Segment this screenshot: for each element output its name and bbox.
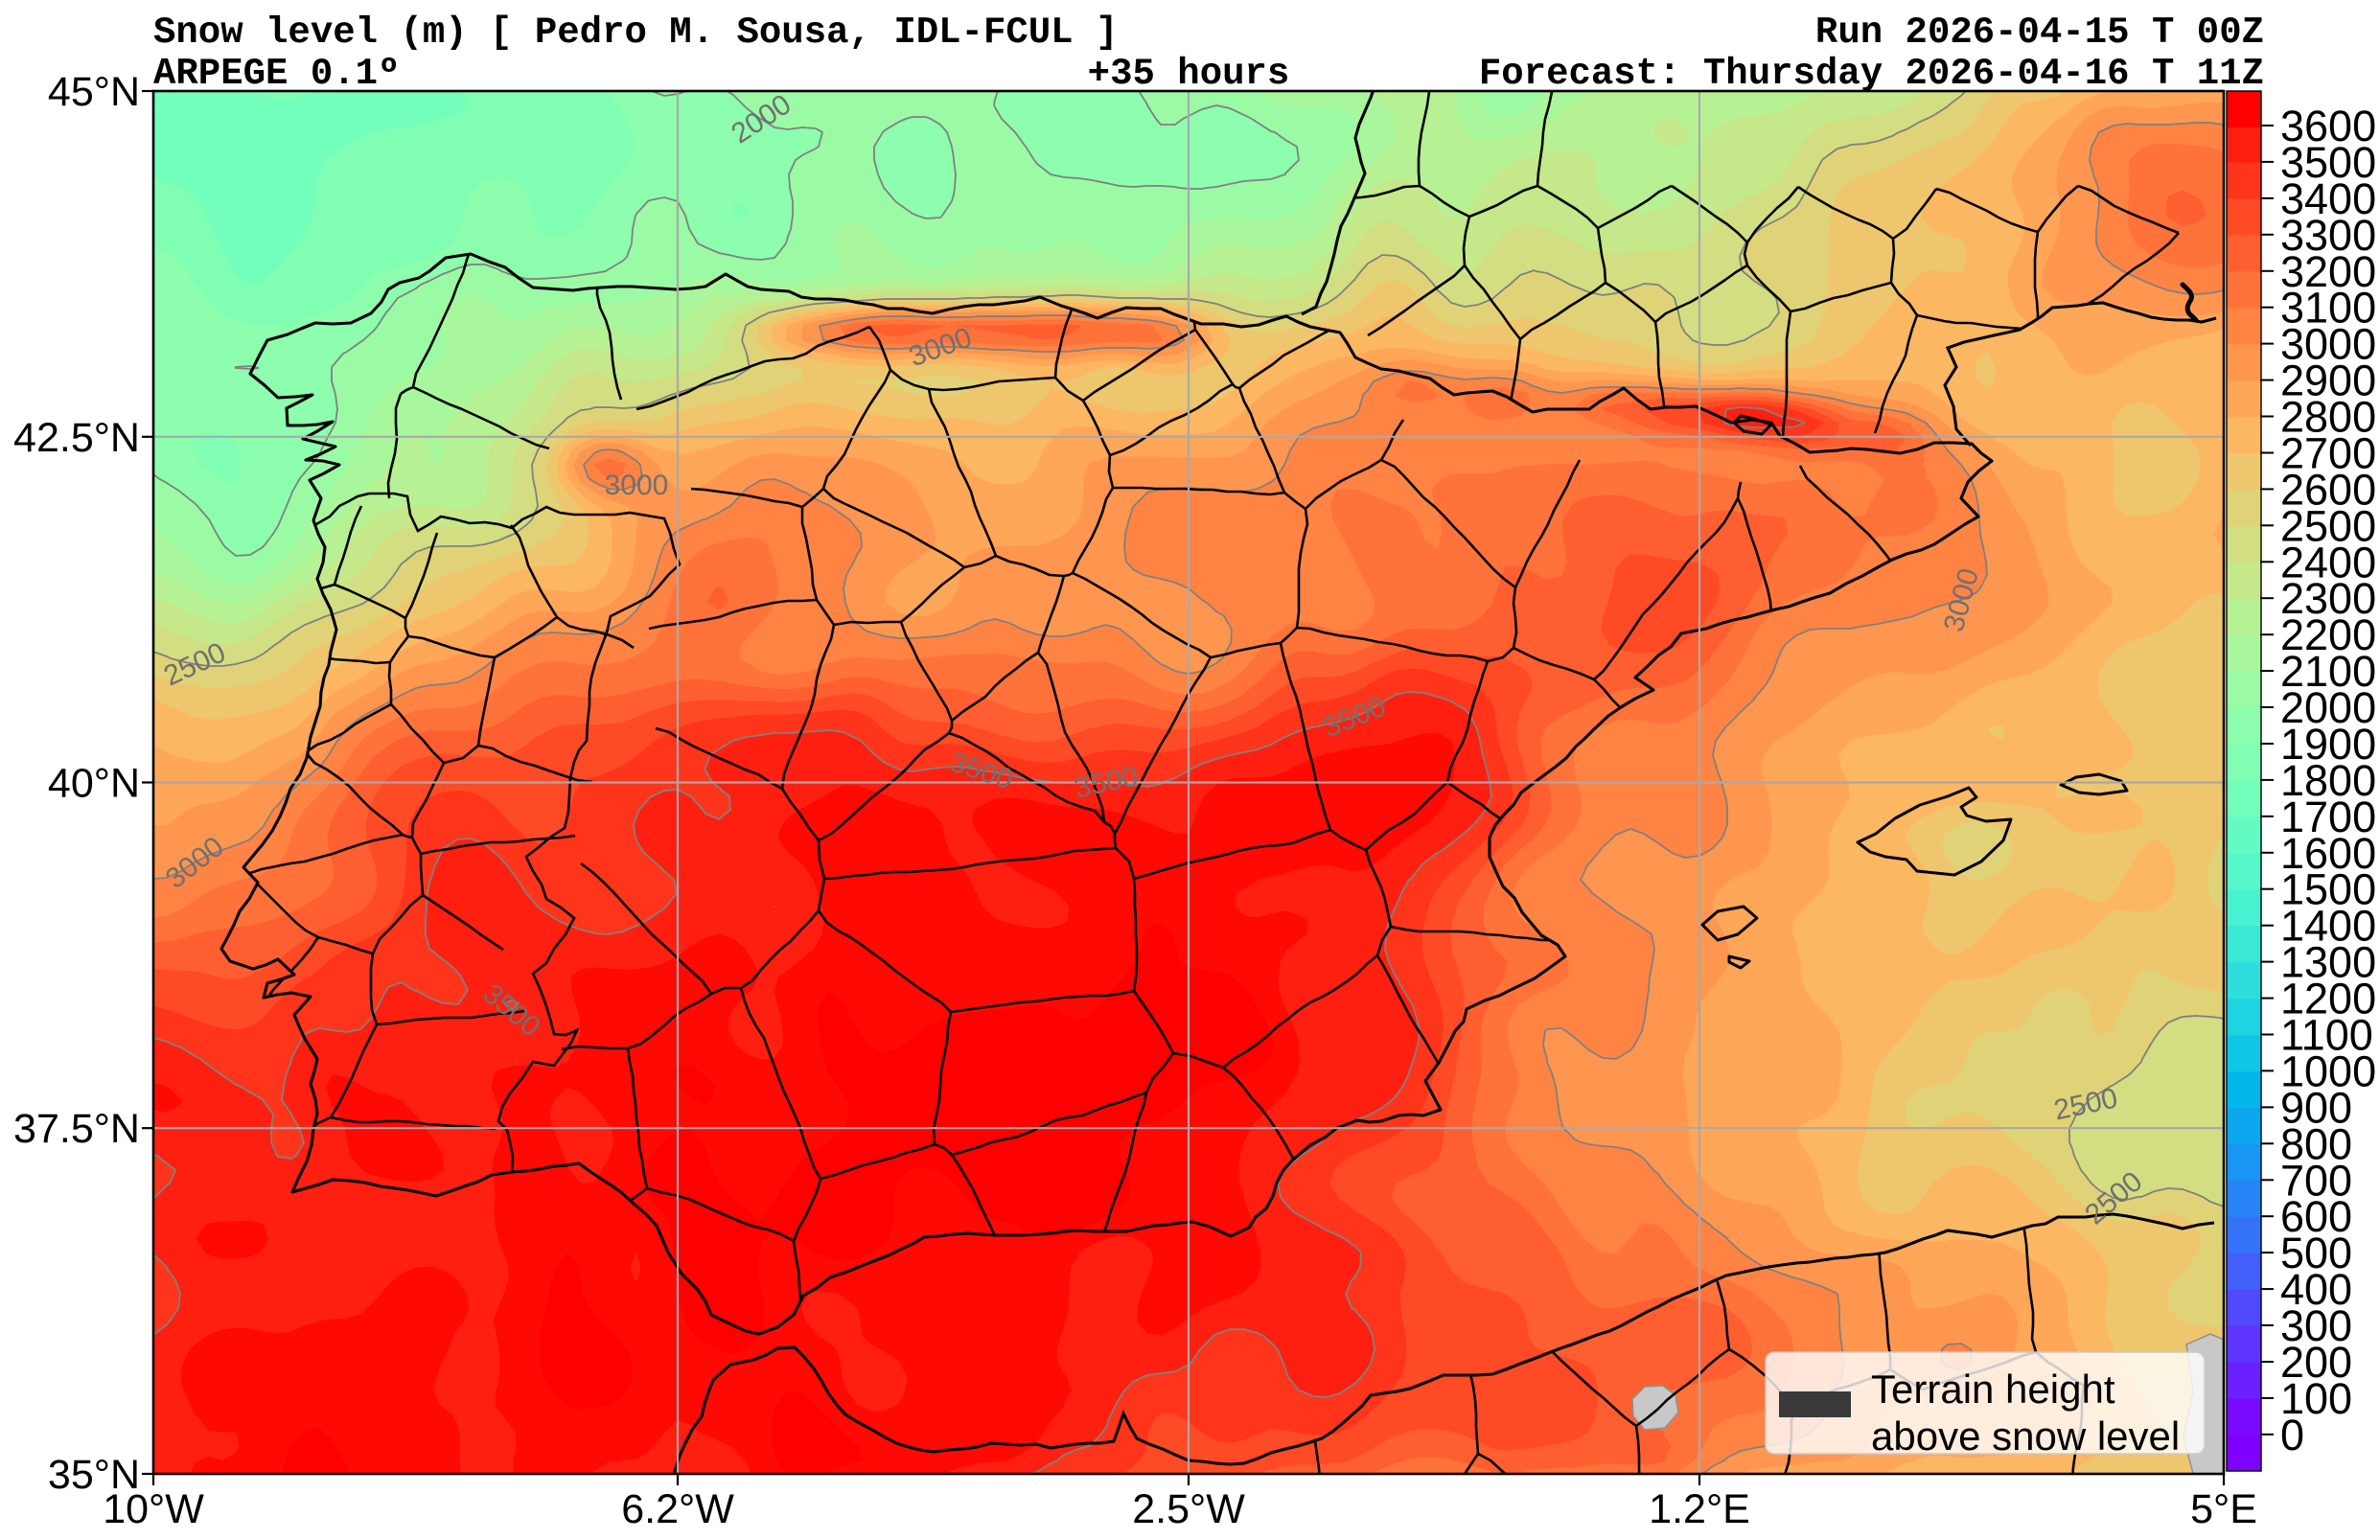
svg-text:1900: 1900 [2280, 720, 2376, 769]
svg-text:Snow level (m) [ Pedro M. Sous: Snow level (m) [ Pedro M. Sousa, IDL-FCU… [153, 11, 1118, 54]
svg-text:3300: 3300 [2280, 211, 2376, 260]
svg-text:3600: 3600 [2280, 102, 2376, 150]
svg-text:2400: 2400 [2280, 538, 2376, 586]
svg-text:200: 200 [2280, 1338, 2352, 1387]
svg-text:2.5°W: 2.5°W [1132, 1486, 1245, 1532]
svg-text:1400: 1400 [2280, 902, 2376, 951]
svg-text:Run 2026-04-15 T 00Z: Run 2026-04-15 T 00Z [1815, 11, 2264, 54]
svg-text:10°W: 10°W [103, 1486, 204, 1532]
svg-text:800: 800 [2280, 1119, 2352, 1168]
svg-text:300: 300 [2280, 1301, 2352, 1350]
svg-text:900: 900 [2280, 1083, 2352, 1132]
svg-text:5°E: 5°E [2190, 1486, 2257, 1532]
svg-text:1000: 1000 [2280, 1046, 2376, 1095]
svg-text:1300: 1300 [2280, 938, 2376, 987]
svg-text:400: 400 [2280, 1265, 2352, 1314]
svg-text:ARPEGE 0.1º: ARPEGE 0.1º [153, 53, 400, 95]
svg-text:2200: 2200 [2280, 610, 2376, 659]
svg-text:3200: 3200 [2280, 247, 2376, 296]
svg-text:2900: 2900 [2280, 356, 2376, 405]
svg-text:2300: 2300 [2280, 574, 2376, 623]
svg-text:0: 0 [2280, 1411, 2304, 1460]
svg-text:3400: 3400 [2280, 174, 2376, 223]
svg-text:3000: 3000 [605, 470, 669, 501]
svg-text:1800: 1800 [2280, 756, 2376, 805]
svg-text:700: 700 [2280, 1156, 2352, 1205]
svg-text:2600: 2600 [2280, 465, 2376, 514]
svg-text:Forecast: Thursday 2026-04-16: Forecast: Thursday 2026-04-16 T 11Z [1479, 53, 2264, 95]
svg-text:45°N: 45°N [48, 69, 140, 115]
svg-text:2000: 2000 [2280, 683, 2376, 732]
svg-text:3100: 3100 [2280, 284, 2376, 333]
svg-text:1500: 1500 [2280, 865, 2376, 914]
svg-text:37.5°N: 37.5°N [13, 1106, 140, 1152]
svg-text:500: 500 [2280, 1229, 2352, 1277]
svg-text:35°N: 35°N [48, 1452, 140, 1498]
svg-text:1200: 1200 [2280, 975, 2376, 1023]
svg-text:+35 hours: +35 hours [1088, 53, 1290, 95]
svg-text:6.2°W: 6.2°W [621, 1486, 734, 1532]
svg-text:3500: 3500 [2280, 138, 2376, 187]
svg-text:1100: 1100 [2280, 1011, 2373, 1060]
svg-text:above snow level: above snow level [1871, 1414, 2180, 1459]
svg-text:2500: 2500 [2280, 501, 2376, 550]
svg-text:1.2°E: 1.2°E [1649, 1486, 1750, 1532]
svg-text:100: 100 [2280, 1374, 2352, 1423]
svg-text:42.5°N: 42.5°N [13, 415, 140, 461]
svg-text:3000: 3000 [2280, 320, 2376, 369]
svg-text:1600: 1600 [2280, 829, 2376, 878]
svg-text:2700: 2700 [2280, 429, 2376, 478]
svg-text:Terrain height: Terrain height [1871, 1367, 2115, 1412]
svg-text:2800: 2800 [2280, 393, 2376, 442]
svg-text:1700: 1700 [2280, 793, 2376, 841]
svg-text:40°N: 40°N [48, 761, 140, 807]
svg-text:2100: 2100 [2280, 647, 2376, 696]
svg-text:600: 600 [2280, 1192, 2352, 1241]
